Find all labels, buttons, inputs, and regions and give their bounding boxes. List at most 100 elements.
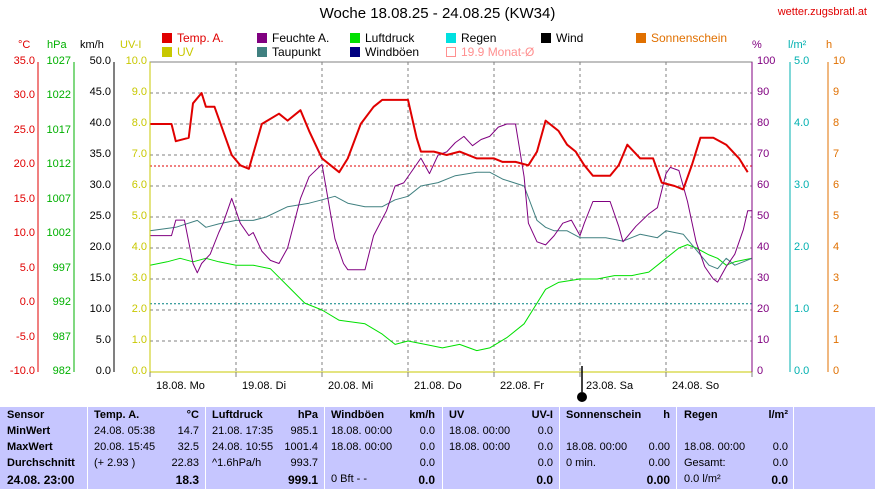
humidity-tick-label: 90 <box>757 86 770 98</box>
sun-unit: h <box>826 39 833 51</box>
pressure-tick-label: 1027 <box>46 55 71 67</box>
row-label: Durchschnitt <box>7 457 75 469</box>
temp-tick-label: -5.0 <box>16 330 35 343</box>
x-label: 21.08. Do <box>414 380 462 392</box>
legend-swatch <box>541 33 551 43</box>
cell-value: 0.00 <box>648 441 670 453</box>
column-unit: km/h <box>409 409 435 421</box>
legend-label: Temp. A. <box>177 31 224 45</box>
cell-value: 32.5 <box>177 441 199 453</box>
moon-phase-icon <box>577 392 587 402</box>
table-separator <box>676 407 677 489</box>
rain-tick-label: 3.0 <box>794 179 810 191</box>
sun-tick-label: 8 <box>833 117 840 129</box>
uv-tick-label: 5.0 <box>131 210 147 222</box>
pressure-tick-label: 1007 <box>46 192 71 205</box>
table-separator <box>559 407 560 489</box>
cell-time: 0.0 l/m² <box>684 473 721 485</box>
humidity-tick-label: 80 <box>757 117 770 129</box>
humidity-tick-label: 20 <box>757 303 770 315</box>
site-link[interactable]: wetter.zugsbratl.at <box>777 6 867 18</box>
pressure-tick-label: 992 <box>52 296 71 309</box>
legend-item: Sonnenschein <box>636 31 727 45</box>
column-header: Luftdruck <box>212 409 263 421</box>
wind-tick-label: 0.0 <box>95 365 111 377</box>
cell-value: 0.0 <box>772 457 788 469</box>
series-luftdruck <box>149 244 753 352</box>
humidity-tick-label: 50 <box>757 210 770 222</box>
sun-tick-label: 9 <box>833 86 840 98</box>
column-unit: h <box>663 409 670 421</box>
legend-item: Regen <box>446 31 496 45</box>
column-unit: °C <box>186 409 199 421</box>
humidity-tick-label: 0 <box>757 365 764 377</box>
uv-tick-label: 6.0 <box>131 179 147 191</box>
cell-value: 22.83 <box>171 457 199 469</box>
row-label: 24.08. 23:00 <box>7 473 75 487</box>
cell-time: 18.08. 00:00 <box>331 441 393 453</box>
cell-value: 993.7 <box>290 457 318 469</box>
row-label: MinWert <box>7 425 51 437</box>
column-header: Temp. A. <box>94 409 140 421</box>
sun-tick-label: 7 <box>833 148 840 160</box>
cell-value: 0.0 <box>419 425 435 437</box>
cell-value: 0.0 <box>419 441 435 453</box>
sun-tick-label: 1 <box>833 334 840 346</box>
uv-tick-label: 2.0 <box>131 303 147 315</box>
uv-tick-label: 7.0 <box>131 148 147 160</box>
table-separator <box>324 407 325 489</box>
cell-value: 18.3 <box>175 473 199 487</box>
temp-unit: °C <box>18 39 31 51</box>
cell-time: 18.08. 00:00 <box>566 441 628 453</box>
cell-time: ^1.6hPa/h <box>212 457 262 469</box>
cell-time: 18.08. 00:00 <box>449 441 511 453</box>
uv-tick-label: 3.0 <box>131 272 147 284</box>
legend-swatch <box>636 33 646 43</box>
legend-item: Windböen <box>350 45 419 59</box>
cell-time: Gesamt: <box>684 457 726 469</box>
legend-swatch <box>350 33 360 43</box>
temp-tick-label: 10.0 <box>13 227 35 240</box>
cell-value: 0.00 <box>646 473 670 487</box>
wind-tick-label: 25.0 <box>89 210 111 222</box>
x-label: 24.08. So <box>672 380 719 392</box>
cell-time: 18.08. 00:00 <box>331 425 393 437</box>
sun-tick-label: 2 <box>833 303 840 315</box>
legend-label: UV <box>177 45 194 59</box>
humidity-tick-label: 10 <box>757 334 770 346</box>
cell-time: 18.08. 00:00 <box>684 441 746 453</box>
pressure-tick-label: 1002 <box>46 227 71 240</box>
rain-unit: l/m² <box>788 39 807 51</box>
legend-label: Regen <box>461 31 497 45</box>
humidity-tick-label: 40 <box>757 241 770 253</box>
chart-title: Woche 18.08.25 - 24.08.25 (KW34) <box>319 5 556 22</box>
pressure-unit: hPa <box>47 39 67 51</box>
legend-swatch <box>446 47 456 57</box>
cell-value: 0.0 <box>419 457 435 469</box>
series-taupunkt <box>149 171 753 270</box>
column-unit: hPa <box>297 409 318 421</box>
summary-table: Sensor MinWert MaxWert Durchschnitt 24.08. 2… <box>0 407 875 489</box>
cell-value: 0.0 <box>537 457 553 469</box>
sun-tick-label: 4 <box>833 241 840 253</box>
temp-tick-label: 5.0 <box>19 261 35 274</box>
humidity-tick-label: 30 <box>757 272 770 284</box>
column-header: Windböen <box>331 409 385 421</box>
column-header: Regen <box>684 409 718 421</box>
legend-label: Taupunkt <box>272 45 321 59</box>
legend-swatch <box>162 47 172 57</box>
legend-swatch <box>350 47 360 57</box>
cell-time: (+ 2.93 ) <box>94 457 136 469</box>
sun-tick-label: 3 <box>833 272 840 284</box>
cell-value: 0.0 <box>772 441 788 453</box>
cell-value: 985.1 <box>290 425 318 437</box>
wind-tick-label: 50.0 <box>89 55 111 67</box>
temp-tick-label: 20.0 <box>13 158 35 171</box>
x-label: 23.08. Sa <box>586 380 634 392</box>
wind-tick-label: 5.0 <box>95 334 111 346</box>
wind-tick-label: 35.0 <box>89 148 111 160</box>
wind-unit: km/h <box>80 39 104 51</box>
wind-tick-label: 15.0 <box>89 272 111 284</box>
x-label: 20.08. Mi <box>328 380 373 392</box>
legend-label: 19.9 Monat-Ø <box>461 45 535 59</box>
